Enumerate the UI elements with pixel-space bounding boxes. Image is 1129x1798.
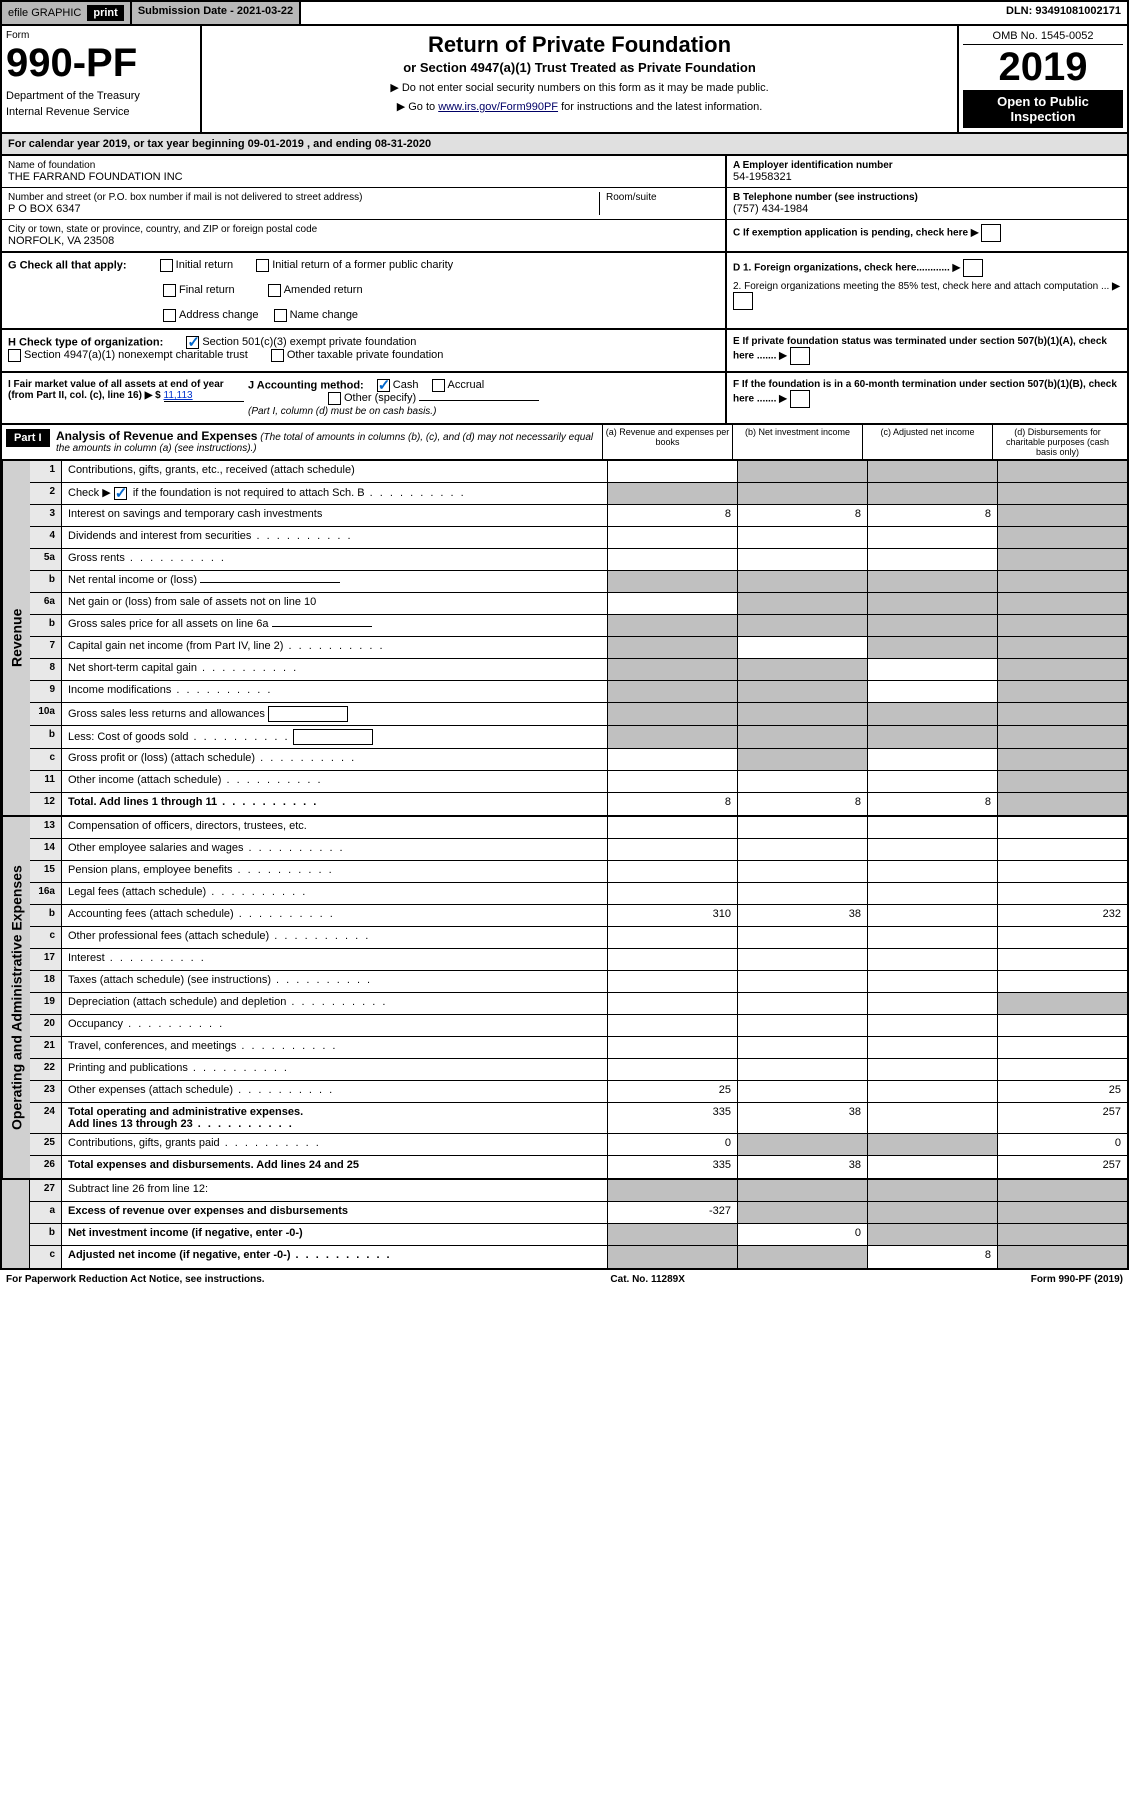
- final-return-check[interactable]: [163, 284, 176, 297]
- efile-section: efile GRAPHIC print: [2, 2, 132, 24]
- schb-check[interactable]: [114, 487, 127, 500]
- col-a-header: (a) Revenue and expenses per books: [602, 425, 732, 459]
- accrual-check[interactable]: [432, 379, 445, 392]
- col-d-header: (d) Disbursements for charitable purpose…: [992, 425, 1122, 459]
- ein-cell: A Employer identification number 54-1958…: [727, 156, 1127, 188]
- form-subtitle: or Section 4947(a)(1) Trust Treated as P…: [208, 60, 951, 75]
- dept-treasury: Department of the Treasury: [6, 90, 196, 102]
- check-section-ij: I Fair market value of all assets at end…: [0, 373, 1129, 425]
- omb-number: OMB No. 1545-0052: [963, 30, 1123, 45]
- form-title-block: Return of Private Foundation or Section …: [202, 26, 957, 132]
- form-label: Form: [6, 30, 196, 41]
- part1-header: Part I Analysis of Revenue and Expenses …: [0, 425, 1129, 461]
- col-b-header: (b) Net investment income: [732, 425, 862, 459]
- check-section-h: H Check type of organization: Section 50…: [0, 330, 1129, 373]
- cash-check[interactable]: [377, 379, 390, 392]
- irs-label: Internal Revenue Service: [6, 106, 196, 118]
- net-section: 27Subtract line 26 from line 12: aExcess…: [0, 1180, 1129, 1270]
- submission-date: Submission Date - 2021-03-22: [132, 2, 301, 24]
- address-cell: Number and street (or P.O. box number if…: [2, 188, 725, 220]
- top-bar: efile GRAPHIC print Submission Date - 20…: [0, 0, 1129, 26]
- cat-number: Cat. No. 11289X: [610, 1274, 684, 1285]
- 501c3-check[interactable]: [186, 336, 199, 349]
- irs-link[interactable]: www.irs.gov/Form990PF: [438, 101, 558, 113]
- other-method-check[interactable]: [328, 392, 341, 405]
- 4947-check[interactable]: [8, 349, 21, 362]
- fmv-value[interactable]: 11,113: [164, 390, 244, 402]
- other-taxable-check[interactable]: [271, 349, 284, 362]
- open-public: Open to Public Inspection: [963, 90, 1123, 128]
- check-section-g: G Check all that apply: Initial return I…: [0, 253, 1129, 330]
- form-ref: Form 990-PF (2019): [1031, 1274, 1123, 1285]
- revenue-label: Revenue: [2, 461, 30, 815]
- form-title: Return of Private Foundation: [208, 32, 951, 58]
- name-change-check[interactable]: [274, 309, 287, 322]
- foundation-name-cell: Name of foundation THE FARRAND FOUNDATIO…: [2, 156, 725, 188]
- initial-former-check[interactable]: [256, 259, 269, 272]
- paperwork-notice: For Paperwork Reduction Act Notice, see …: [6, 1274, 265, 1285]
- calendar-year-row: For calendar year 2019, or tax year begi…: [0, 134, 1129, 156]
- amended-check[interactable]: [268, 284, 281, 297]
- form-number: 990-PF: [6, 41, 196, 86]
- addr-change-check[interactable]: [163, 309, 176, 322]
- phone-cell: B Telephone number (see instructions) (7…: [727, 188, 1127, 220]
- d2-checkbox[interactable]: [733, 292, 753, 310]
- pending-cell: C If exemption application is pending, c…: [727, 220, 1127, 246]
- f-checkbox[interactable]: [790, 390, 810, 408]
- e-checkbox[interactable]: [790, 347, 810, 365]
- ssn-note: ▶ Do not enter social security numbers o…: [208, 81, 951, 94]
- initial-return-check[interactable]: [160, 259, 173, 272]
- form-header: Form 990-PF Department of the Treasury I…: [0, 26, 1129, 134]
- form-id-block: Form 990-PF Department of the Treasury I…: [2, 26, 202, 132]
- pending-checkbox[interactable]: [981, 224, 1001, 242]
- opex-label: Operating and Administrative Expenses: [2, 817, 30, 1178]
- d1-checkbox[interactable]: [963, 259, 983, 277]
- tax-year: 2019: [963, 45, 1123, 90]
- print-button[interactable]: print: [87, 5, 123, 21]
- page-footer: For Paperwork Reduction Act Notice, see …: [0, 1270, 1129, 1289]
- part1-badge: Part I: [6, 429, 50, 447]
- revenue-section: Revenue 1Contributions, gifts, grants, e…: [0, 461, 1129, 817]
- goto-note: ▶ Go to www.irs.gov/Form990PF for instru…: [208, 100, 951, 113]
- city-cell: City or town, state or province, country…: [2, 220, 725, 251]
- room-suite: Room/suite: [599, 192, 719, 215]
- opex-section: Operating and Administrative Expenses 13…: [0, 817, 1129, 1180]
- efile-label: efile GRAPHIC: [8, 7, 81, 19]
- year-block: OMB No. 1545-0052 2019 Open to Public In…: [957, 26, 1127, 132]
- dln: DLN: 93491081002171: [1000, 2, 1127, 24]
- col-c-header: (c) Adjusted net income: [862, 425, 992, 459]
- entity-info: Name of foundation THE FARRAND FOUNDATIO…: [0, 156, 1129, 253]
